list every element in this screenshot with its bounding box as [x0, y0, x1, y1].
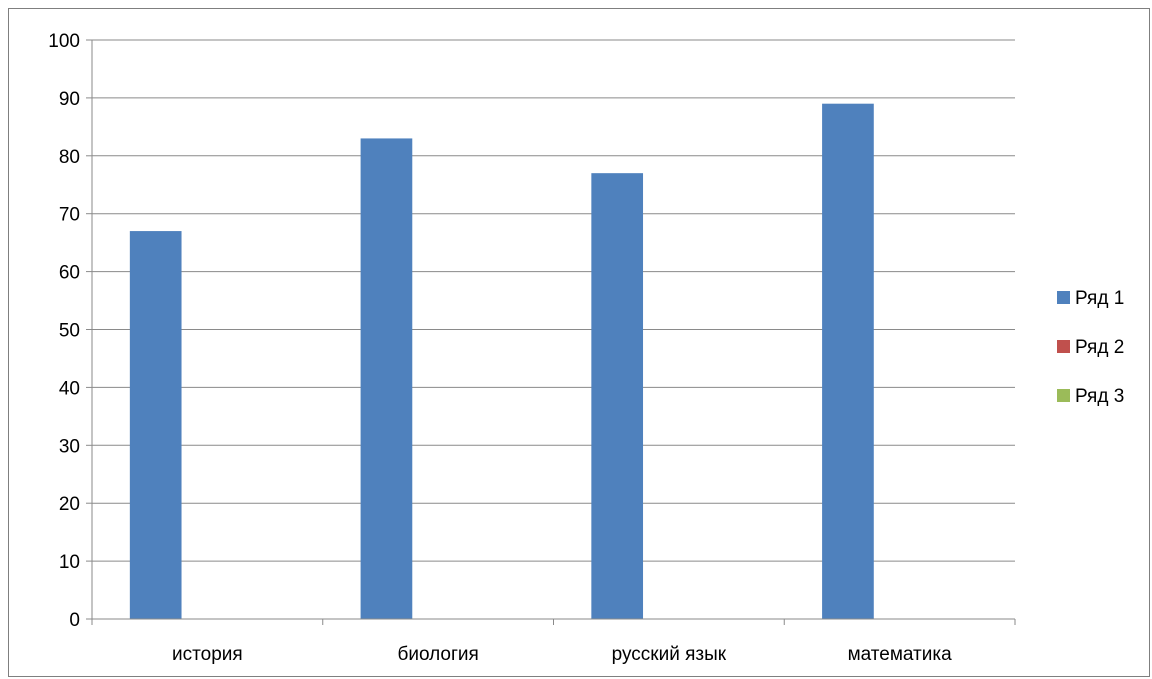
legend: Ряд 1 Ряд 2 Ряд 3: [1057, 288, 1124, 407]
bar-1-1: [129, 231, 182, 619]
y-tick-label: 90: [59, 89, 80, 110]
bar-1-2: [360, 138, 413, 619]
y-tick-labels: 0 10 20 30 40 50 60 70 80 90 100: [48, 31, 80, 631]
x-tick-label: биология: [397, 644, 478, 665]
y-tick-label: 80: [59, 147, 80, 168]
legend-swatch-1: [1057, 291, 1070, 304]
legend-label-3: Ряд 3: [1075, 386, 1124, 407]
x-tick-label: русский язык: [612, 644, 727, 665]
y-tick-label: 10: [59, 552, 80, 573]
bar-1-4: [822, 103, 874, 619]
legend-label-2: Ряд 2: [1075, 337, 1124, 358]
legend-swatch-2: [1057, 340, 1070, 353]
y-tick-label: 40: [59, 378, 80, 399]
y-tick-label: 70: [59, 205, 80, 226]
y-tick-label: 20: [59, 494, 80, 515]
bar-chart: 0 10 20 30 40 50 60 70 80 90 100 история биология ру…: [48, 31, 1124, 665]
bars: [129, 103, 874, 620]
y-tick-label: 30: [59, 436, 80, 457]
legend-label-1: Ряд 1: [1075, 288, 1124, 309]
legend-swatch-3: [1057, 389, 1070, 402]
y-tick-label: 100: [48, 31, 80, 52]
x-tick-label: математика: [848, 644, 953, 665]
gridlines: [92, 39, 1015, 562]
chart-frame: 0 10 20 30 40 50 60 70 80 90 100 история биология ру…: [8, 8, 1150, 677]
y-tick-label: 60: [59, 263, 80, 284]
x-tick-label: история: [172, 644, 243, 665]
axes: [86, 39, 1016, 625]
y-tick-label: 50: [59, 321, 80, 342]
y-tick-label: 0: [69, 610, 80, 631]
x-tick-labels: история биология русский язык математика: [172, 644, 952, 665]
bar-1-3: [591, 173, 644, 620]
